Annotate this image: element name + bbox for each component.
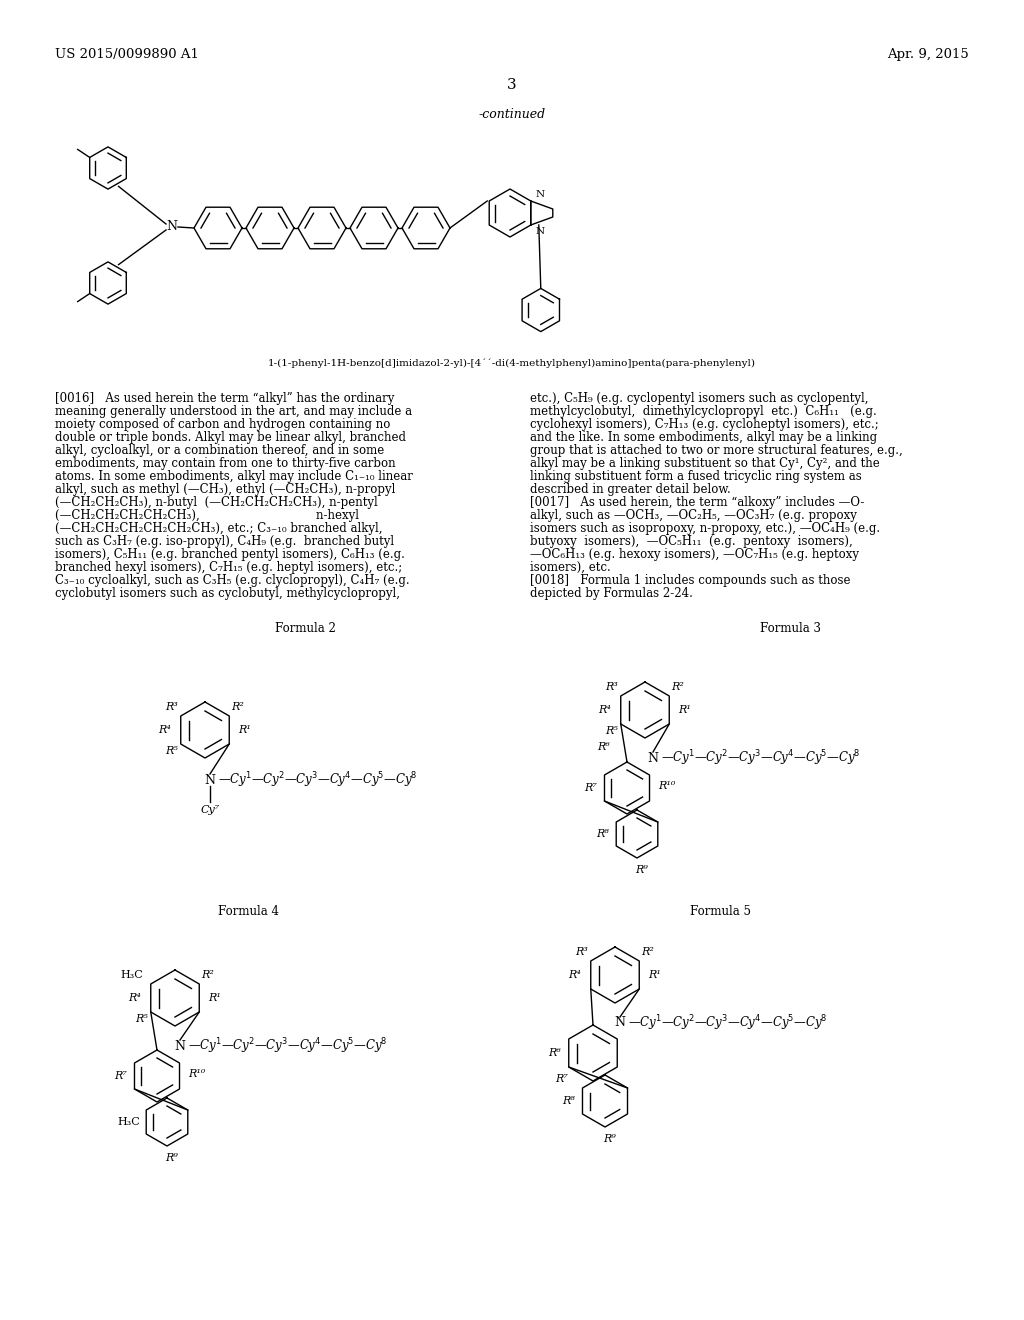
Text: R⁷: R⁷ (115, 1071, 127, 1081)
Text: R⁵: R⁵ (605, 726, 618, 737)
Text: R³: R³ (605, 682, 618, 692)
Text: [0017]   As used herein, the term “alkoxy” includes —O-: [0017] As used herein, the term “alkoxy”… (530, 496, 864, 510)
Text: 3: 3 (507, 78, 517, 92)
Text: N: N (536, 190, 545, 199)
Text: cyclobutyl isomers such as cyclobutyl, methylcyclopropyl,: cyclobutyl isomers such as cyclobutyl, m… (55, 587, 400, 601)
Text: R¹⁰: R¹⁰ (188, 1069, 206, 1078)
Text: meaning generally understood in the art, and may include a: meaning generally understood in the art,… (55, 405, 412, 418)
Text: (—CH₂CH₂CH₃), n-butyl  (—CH₂CH₂CH₂CH₃), n-pentyl: (—CH₂CH₂CH₃), n-butyl (—CH₂CH₂CH₂CH₃), n… (55, 496, 378, 510)
Text: R⁴: R⁴ (159, 725, 171, 735)
Text: isomers such as isopropoxy, n-propoxy, etc.), —OC₄H₉ (e.g.: isomers such as isopropoxy, n-propoxy, e… (530, 521, 880, 535)
Text: double or triple bonds. Alkyl may be linear alkyl, branched: double or triple bonds. Alkyl may be lin… (55, 432, 406, 444)
Text: R⁴: R⁴ (568, 970, 582, 979)
Text: C₃₋₁₀ cycloalkyl, such as C₃H₅ (e.g. clyclopropyl), C₄H₇ (e.g.: C₃₋₁₀ cycloalkyl, such as C₃H₅ (e.g. cly… (55, 574, 410, 587)
Text: N: N (167, 220, 177, 234)
Text: R³: R³ (575, 946, 589, 957)
Text: —Cy$^1$—Cy$^2$—Cy$^3$—Cy$^4$—Cy$^5$—Cy$^8$: —Cy$^1$—Cy$^2$—Cy$^3$—Cy$^4$—Cy$^5$—Cy$^… (188, 1036, 387, 1056)
Text: —Cy$^1$—Cy$^2$—Cy$^3$—Cy$^4$—Cy$^5$—Cy$^8$: —Cy$^1$—Cy$^2$—Cy$^3$—Cy$^4$—Cy$^5$—Cy$^… (218, 770, 418, 789)
Text: Cy⁷: Cy⁷ (201, 805, 219, 814)
Text: (—CH₂CH₂CH₂CH₂CH₃),                               n-hexyl: (—CH₂CH₂CH₂CH₂CH₃), n-hexyl (55, 510, 359, 521)
Text: R⁷: R⁷ (555, 1074, 568, 1084)
Text: R⁶: R⁶ (598, 742, 610, 752)
Text: R⁹: R⁹ (603, 1134, 616, 1144)
Text: cyclohexyl isomers), C₇H₁₃ (e.g. cycloheptyl isomers), etc.;: cyclohexyl isomers), C₇H₁₃ (e.g. cyclohe… (530, 418, 879, 432)
Text: R⁶: R⁶ (549, 1048, 561, 1059)
Text: —Cy$^1$—Cy$^2$—Cy$^3$—Cy$^4$—Cy$^5$—Cy$^8$: —Cy$^1$—Cy$^2$—Cy$^3$—Cy$^4$—Cy$^5$—Cy$^… (628, 1014, 827, 1032)
Text: [0018]   Formula 1 includes compounds such as those: [0018] Formula 1 includes compounds such… (530, 574, 851, 587)
Text: R¹: R¹ (648, 970, 662, 979)
Text: R⁸: R⁸ (597, 829, 609, 840)
Text: moiety composed of carbon and hydrogen containing no: moiety composed of carbon and hydrogen c… (55, 418, 390, 432)
Text: alkyl, cycloalkyl, or a combination thereof, and in some: alkyl, cycloalkyl, or a combination ther… (55, 444, 384, 457)
Text: N: N (174, 1040, 185, 1052)
Text: alkyl, such as methyl (—CH₃), ethyl (—CH₂CH₃), n-propyl: alkyl, such as methyl (—CH₃), ethyl (—CH… (55, 483, 395, 496)
Text: atoms. In some embodiments, alkyl may include C₁₋₁₀ linear: atoms. In some embodiments, alkyl may in… (55, 470, 413, 483)
Text: R⁴: R⁴ (599, 705, 611, 715)
Text: and the like. In some embodiments, alkyl may be a linking: and the like. In some embodiments, alkyl… (530, 432, 878, 444)
Text: isomers), etc.: isomers), etc. (530, 561, 610, 574)
Text: such as C₃H₇ (e.g. iso-propyl), C₄H₉ (e.g.  branched butyl: such as C₃H₇ (e.g. iso-propyl), C₄H₉ (e.… (55, 535, 394, 548)
Text: H₃C: H₃C (121, 970, 143, 979)
Text: R¹: R¹ (239, 725, 252, 735)
Text: R⁷: R⁷ (585, 783, 597, 793)
Text: methylcyclobutyl,  dimethylcyclopropyl  etc.)  C₆H₁₁   (e.g.: methylcyclobutyl, dimethylcyclopropyl et… (530, 405, 877, 418)
Text: R³: R³ (166, 702, 178, 711)
Text: Formula 5: Formula 5 (689, 906, 751, 917)
Text: N: N (205, 774, 215, 787)
Text: depicted by Formulas 2-24.: depicted by Formulas 2-24. (530, 587, 693, 601)
Text: R⁹: R⁹ (636, 865, 648, 875)
Text: R⁵: R⁵ (166, 746, 178, 756)
Text: isomers), C₅H₁₁ (e.g. branched pentyl isomers), C₆H₁₃ (e.g.: isomers), C₅H₁₁ (e.g. branched pentyl is… (55, 548, 404, 561)
Text: —Cy$^1$—Cy$^2$—Cy$^3$—Cy$^4$—Cy$^5$—Cy$^8$: —Cy$^1$—Cy$^2$—Cy$^3$—Cy$^4$—Cy$^5$—Cy$^… (662, 748, 860, 768)
Text: US 2015/0099890 A1: US 2015/0099890 A1 (55, 48, 199, 61)
Text: R²: R² (672, 682, 684, 692)
Text: branched hexyl isomers), C₇H₁₅ (e.g. heptyl isomers), etc.;: branched hexyl isomers), C₇H₁₅ (e.g. hep… (55, 561, 402, 574)
Text: R¹⁰: R¹⁰ (658, 781, 676, 791)
Text: R⁴: R⁴ (129, 993, 141, 1003)
Text: R⁵: R⁵ (135, 1014, 148, 1024)
Text: described in greater detail below.: described in greater detail below. (530, 483, 731, 496)
Text: Formula 3: Formula 3 (760, 622, 820, 635)
Text: R¹: R¹ (209, 993, 221, 1003)
Text: —OC₆H₁₃ (e.g. hexoxy isomers), —OC₇H₁₅ (e.g. heptoxy: —OC₆H₁₃ (e.g. hexoxy isomers), —OC₇H₁₅ (… (530, 548, 859, 561)
Text: R²: R² (202, 970, 214, 979)
Text: N: N (647, 751, 658, 764)
Text: [0016]   As used herein the term “alkyl” has the ordinary: [0016] As used herein the term “alkyl” h… (55, 392, 394, 405)
Text: linking substituent form a fused tricyclic ring system as: linking substituent form a fused tricycl… (530, 470, 862, 483)
Text: N: N (614, 1016, 626, 1030)
Text: butyoxy  isomers),  —OC₅H₁₁  (e.g.  pentoxy  isomers),: butyoxy isomers), —OC₅H₁₁ (e.g. pentoxy … (530, 535, 853, 548)
Text: R²: R² (231, 702, 245, 711)
Text: alkyl, such as —OCH₃, —OC₂H₅, —OC₃H₇ (e.g. propoxy: alkyl, such as —OCH₃, —OC₂H₅, —OC₃H₇ (e.… (530, 510, 857, 521)
Text: -continued: -continued (478, 108, 546, 121)
Text: N: N (536, 227, 545, 236)
Text: 1-(1-phenyl-1H-benzo[d]imidazol-2-yl)-[4´´-di(4-methylphenyl)amino]penta(para-ph: 1-(1-phenyl-1H-benzo[d]imidazol-2-yl)-[4… (268, 358, 756, 367)
Text: group that is attached to two or more structural features, e.g.,: group that is attached to two or more st… (530, 444, 903, 457)
Text: Formula 2: Formula 2 (274, 622, 336, 635)
Text: Apr. 9, 2015: Apr. 9, 2015 (887, 48, 969, 61)
Text: R⁹: R⁹ (166, 1152, 178, 1163)
Text: alkyl may be a linking substituent so that Cy¹, Cy², and the: alkyl may be a linking substituent so th… (530, 457, 880, 470)
Text: embodiments, may contain from one to thirty-five carbon: embodiments, may contain from one to thi… (55, 457, 395, 470)
Text: R⁸: R⁸ (562, 1096, 575, 1106)
Text: R¹: R¹ (679, 705, 691, 715)
Text: Formula 4: Formula 4 (217, 906, 279, 917)
Text: (—CH₂CH₂CH₂CH₂CH₂CH₃), etc.; C₃₋₁₀ branched alkyl,: (—CH₂CH₂CH₂CH₂CH₂CH₃), etc.; C₃₋₁₀ branc… (55, 521, 383, 535)
Text: H₃C: H₃C (118, 1117, 140, 1127)
Text: etc.), C₅H₉ (e.g. cyclopentyl isomers such as cyclopentyl,: etc.), C₅H₉ (e.g. cyclopentyl isomers su… (530, 392, 868, 405)
Text: R²: R² (641, 946, 654, 957)
